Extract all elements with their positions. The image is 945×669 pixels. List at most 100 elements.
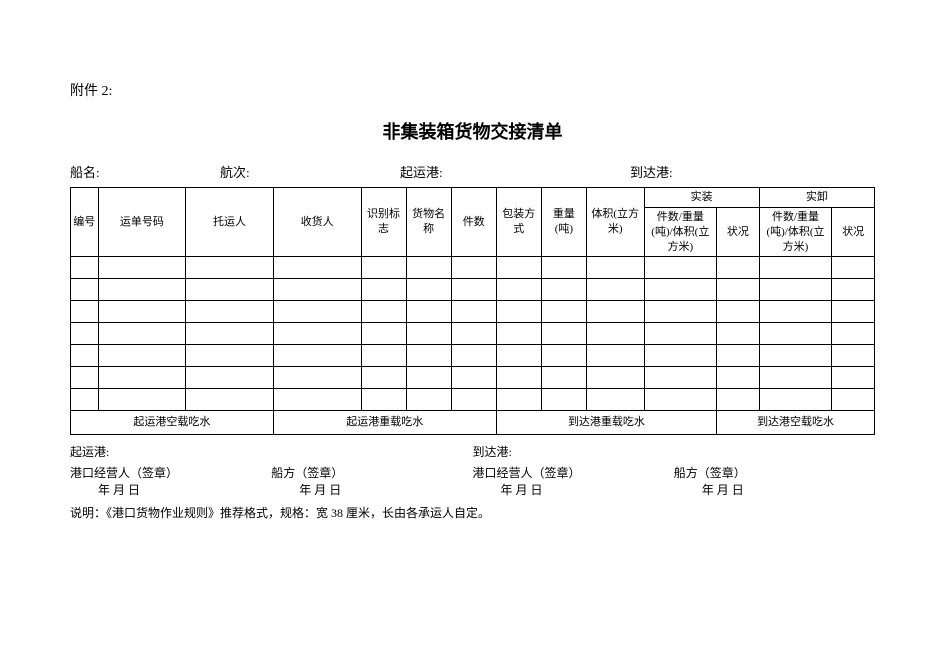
table-cell (832, 257, 875, 279)
table-cell (644, 389, 717, 411)
table-cell (71, 389, 99, 411)
table-cell (98, 345, 186, 367)
table-cell (759, 257, 832, 279)
departure-port-label: 起运港: (400, 162, 443, 181)
table-cell (717, 257, 760, 279)
table-cell (717, 323, 760, 345)
col-unloaded: 实卸 (759, 188, 874, 208)
draft-arr-empty: 到达港空载吃水 (717, 411, 875, 435)
table-cell (71, 257, 99, 279)
table-cell (406, 389, 451, 411)
table-cell (273, 367, 361, 389)
table-cell (586, 257, 644, 279)
footer-departure-port: 起运港: (70, 443, 473, 460)
table-cell (273, 345, 361, 367)
table-cell (451, 367, 496, 389)
table-cell (361, 279, 406, 301)
table-cell (832, 367, 875, 389)
table-cell (361, 345, 406, 367)
date-1: 年 月 日 (70, 481, 271, 498)
table-cell (451, 301, 496, 323)
table-cell (361, 301, 406, 323)
col-mark: 识别标志 (361, 188, 406, 257)
table-cell (406, 345, 451, 367)
table-cell (273, 301, 361, 323)
date-3: 年 月 日 (473, 481, 674, 498)
table-cell (273, 279, 361, 301)
table-cell (496, 279, 541, 301)
table-cell (98, 301, 186, 323)
table-cell (406, 367, 451, 389)
departure-port-field: 起运港: (400, 162, 630, 181)
table-cell (186, 345, 274, 367)
table-cell (496, 345, 541, 367)
table-cell (541, 323, 586, 345)
table-cell (541, 279, 586, 301)
col-unloaded-detail: 件数/重量(吨)/体积(立方米) (759, 207, 832, 257)
table-cell (71, 345, 99, 367)
table-cell (451, 389, 496, 411)
table-cell (361, 323, 406, 345)
table-cell (759, 279, 832, 301)
table-cell (717, 279, 760, 301)
table-cell (496, 257, 541, 279)
table-cell (361, 367, 406, 389)
table-cell (186, 367, 274, 389)
table-cell (541, 389, 586, 411)
cargo-table: 编号 运单号码 托运人 收货人 识别标志 货物名称 件数 包装方式 重量(吨) … (70, 187, 875, 435)
table-cell (717, 345, 760, 367)
table-cell (759, 367, 832, 389)
ship-name-label: 船名: (70, 162, 100, 181)
table-cell (541, 257, 586, 279)
col-unloaded-status: 状况 (832, 207, 875, 257)
table-cell (717, 367, 760, 389)
table-cell (586, 367, 644, 389)
document-title: 非集装箱货物交接清单 (70, 118, 875, 144)
table-cell (832, 301, 875, 323)
table-cell (586, 345, 644, 367)
table-cell (496, 301, 541, 323)
col-shipper: 托运人 (186, 188, 274, 257)
table-cell (644, 257, 717, 279)
sig-arr-port-operator: 港口经营人（签章） (473, 464, 674, 481)
footer-port-row: 起运港: 到达港: (70, 443, 875, 460)
date-row: 年 月 日 年 月 日 年 月 日 年 月 日 (70, 481, 875, 498)
arrival-port-label: 到达港: (630, 162, 673, 181)
table-cell (98, 389, 186, 411)
table-cell (759, 345, 832, 367)
table-cell (406, 279, 451, 301)
col-volume: 体积(立方米) (586, 188, 644, 257)
table-cell (98, 323, 186, 345)
table-cell (71, 367, 99, 389)
footer-block: 起运港: 到达港: 港口经营人（签章） 船方（签章） 港口经营人（签章） 船方（… (70, 443, 875, 498)
table-cell (71, 323, 99, 345)
table-cell (186, 279, 274, 301)
table-cell (273, 323, 361, 345)
table-row (71, 301, 875, 323)
table-cell (644, 301, 717, 323)
table-cell (586, 323, 644, 345)
table-cell (586, 301, 644, 323)
col-packing: 包装方式 (496, 188, 541, 257)
table-cell (644, 345, 717, 367)
table-cell (406, 257, 451, 279)
draft-arr-full: 到达港重载吃水 (496, 411, 716, 435)
col-pieces: 件数 (451, 188, 496, 257)
table-cell (406, 301, 451, 323)
col-cargo-name: 货物名称 (406, 188, 451, 257)
table-cell (832, 389, 875, 411)
draft-row: 起运港空载吃水 起运港重载吃水 到达港重载吃水 到达港空载吃水 (71, 411, 875, 435)
table-cell (361, 389, 406, 411)
table-cell (71, 279, 99, 301)
table-cell (717, 389, 760, 411)
table-cell (541, 301, 586, 323)
col-index: 编号 (71, 188, 99, 257)
col-loaded-detail: 件数/重量(吨)/体积(立方米) (644, 207, 717, 257)
table-cell (644, 279, 717, 301)
document-page: 附件 2: 非集装箱货物交接清单 船名: 航次: 起运港: 到达港: 编号 运单… (0, 0, 945, 669)
table-cell (496, 367, 541, 389)
ship-name-field: 船名: (70, 162, 220, 181)
footer-arrival-port: 到达港: (473, 443, 876, 460)
table-cell (832, 345, 875, 367)
table-cell (644, 367, 717, 389)
